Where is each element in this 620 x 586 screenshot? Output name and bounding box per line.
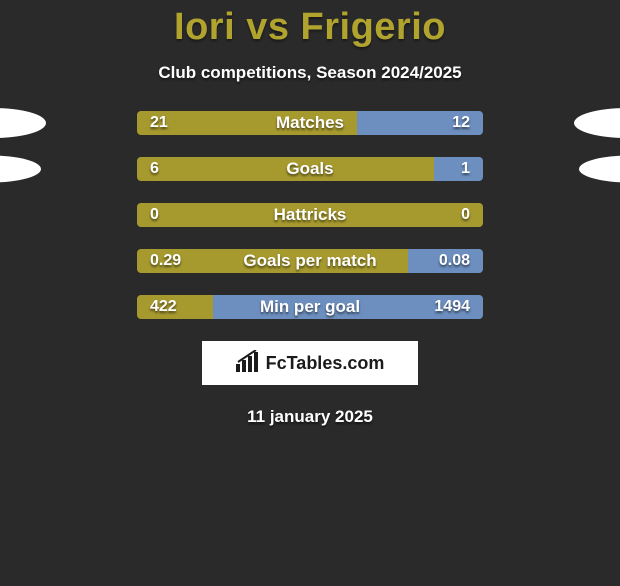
team-badge-left: [0, 108, 46, 138]
stat-row: 00Hattricks: [70, 203, 550, 227]
logo-box: FcTables.com: [202, 341, 418, 385]
page-title: Iori vs Frigerio: [0, 6, 620, 49]
footer-date: 11 january 2025: [0, 407, 620, 427]
stat-metric-label: Matches: [70, 113, 550, 133]
stat-row: 61Goals: [70, 157, 550, 181]
logo-chart-icon: [236, 350, 262, 377]
stat-row: 0.290.08Goals per match: [70, 249, 550, 273]
stat-metric-label: Min per goal: [70, 297, 550, 317]
logo-text: FcTables.com: [266, 353, 385, 374]
team-badge-left: [0, 156, 41, 183]
team-badge-right: [579, 156, 620, 183]
page-subtitle: Club competitions, Season 2024/2025: [0, 63, 620, 83]
stat-metric-label: Goals: [70, 159, 550, 179]
stat-metric-label: Goals per match: [70, 251, 550, 271]
stat-row: 2112Matches: [70, 111, 550, 135]
stat-metric-label: Hattricks: [70, 205, 550, 225]
stat-row: 4221494Min per goal: [70, 295, 550, 319]
team-badge-right: [574, 108, 620, 138]
comparison-chart: 2112Matches 61Goals 00Hattricks 0.290.08Goa…: [70, 111, 550, 319]
